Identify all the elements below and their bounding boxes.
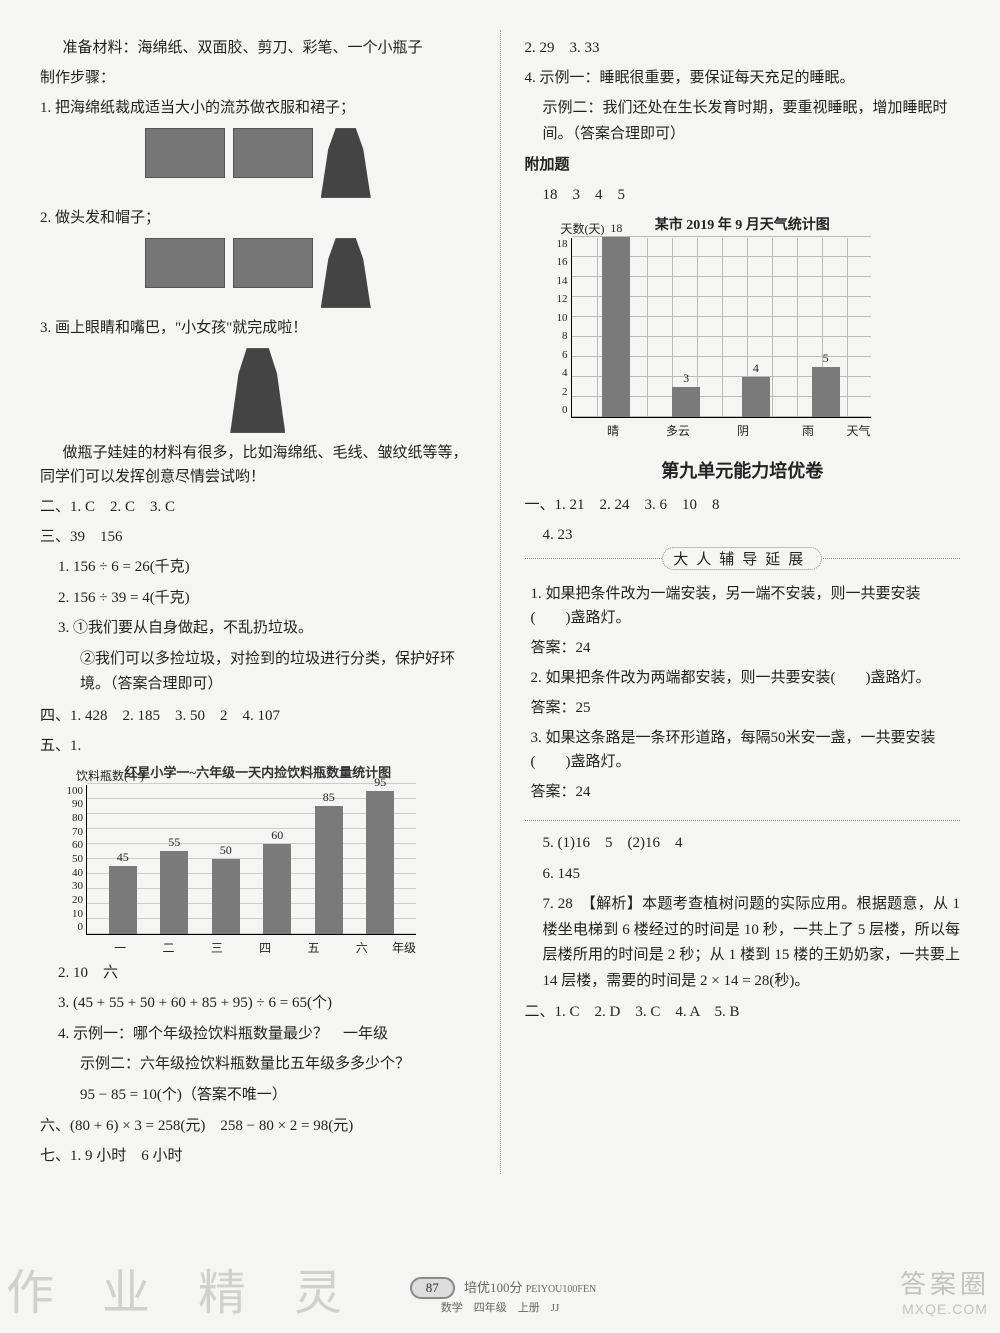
steps-head: 制作步骤：: [40, 66, 476, 90]
answer-q7: 七、1. 9 小时 6 小时: [40, 1144, 476, 1168]
answer-q3-head: 三、39 156: [40, 525, 476, 549]
craft-image: [233, 238, 313, 288]
x-axis-label: 年级: [392, 939, 416, 956]
r-line-2: 4. 示例一：睡眠很重要，要保证每天充足的睡眠。: [525, 66, 961, 90]
bar-value-label: 50: [220, 843, 232, 858]
x-category-label: 五: [307, 939, 319, 956]
u7: 7. 28 【解析】本题考查植树问题的实际应用。根据题意，从 1 楼坐电梯到 6…: [543, 892, 961, 994]
bonus-nums: 18 3 4 5: [543, 183, 961, 209]
step-3: 3. 画上眼睛和嘴巴，"小女孩"就完成啦！: [40, 316, 476, 340]
craft-image: [321, 128, 371, 198]
page-number: 87: [410, 1277, 455, 1299]
tutor-box: 大人辅导延展 1. 如果把条件改为一端安装，另一端不安装，则一共要安装( )盏路…: [525, 558, 961, 821]
answer-q6: 六、(80 + 6) × 3 = 258(元) 258 − 80 × 2 = 9…: [40, 1114, 476, 1138]
step2-images: [40, 238, 476, 308]
chart-bar: 5: [812, 367, 840, 417]
footer-brand: 培优100分: [464, 1280, 523, 1295]
chart-bar: 4: [742, 377, 770, 417]
craft-image: [321, 238, 371, 308]
page-columns: 准备材料：海绵纸、双面胶、剪刀、彩笔、一个小瓶子 制作步骤： 1. 把海绵纸裁成…: [40, 30, 960, 1174]
column-divider: [500, 30, 501, 1174]
chart2-ylabel: 天数(天): [561, 220, 605, 237]
bar-value-label: 60: [271, 828, 283, 843]
step1-images: [40, 128, 476, 198]
u1-4: 4. 23: [543, 523, 961, 549]
r-line-3: 示例二：我们还处在生长发育时期，要重视睡眠，增加睡眠时间。（答案合理即可）: [543, 96, 961, 147]
chart-bar: 95: [366, 791, 394, 934]
unit9-title: 第九单元能力培优卷: [525, 457, 961, 483]
answer-q3-3b: ②我们可以多捡垃圾，对捡到的垃圾进行分类，保护好环境。（答案合理即可）: [80, 647, 476, 698]
watermark-left: 作 业 精 灵: [6, 1253, 360, 1323]
bar-value-label: 95: [374, 775, 386, 790]
x-category-label: 晴: [607, 422, 619, 439]
tutor-2: 2. 如果把条件改为两端都安装，则一共要安装( )盏路灯。: [531, 666, 955, 690]
bar-value-label: 3: [683, 371, 689, 386]
answer-q5-4b: 示例二：六年级捡饮料瓶数量比五年级多多少个？: [80, 1052, 476, 1078]
bar-value-label: 18: [610, 221, 622, 236]
r-line-1: 2. 29 3. 33: [525, 36, 961, 60]
answer-q5-3: 3. (45 + 55 + 50 + 60 + 85 + 95) ÷ 6 = 6…: [58, 991, 476, 1017]
chart-bar: 50: [212, 859, 240, 934]
u6: 6. 145: [543, 862, 961, 888]
answer-q4: 四、1. 428 2. 185 3. 50 2 4. 107: [40, 704, 476, 728]
x-category-label: 一: [114, 939, 126, 956]
right-column: 2. 29 3. 33 4. 示例一：睡眠很重要，要保证每天充足的睡眠。 示例二…: [525, 30, 961, 1174]
bonus-head: 附加题: [525, 153, 961, 177]
x-category-label: 六: [356, 939, 368, 956]
left-column: 准备材料：海绵纸、双面胶、剪刀、彩笔、一个小瓶子 制作步骤： 1. 把海绵纸裁成…: [40, 30, 476, 1174]
chart-bar: 55: [160, 851, 188, 934]
step-1: 1. 把海绵纸裁成适当大小的流苏做衣服和裙子；: [40, 96, 476, 120]
tutor-3a: 答案：24: [531, 780, 955, 804]
answer-q5-4a: 4. 示例一：哪个年级捡饮料瓶数量最少？ 一年级: [58, 1022, 476, 1048]
craft-image: [145, 128, 225, 178]
u2: 二、1. C 2. D 3. C 4. A 5. B: [525, 1000, 961, 1024]
chart-bar: 3: [672, 387, 700, 417]
craft-image: [145, 238, 225, 288]
answer-q5-2: 2. 10 六: [58, 961, 476, 987]
tutor-2a: 答案：25: [531, 696, 955, 720]
bar-value-label: 45: [117, 850, 129, 865]
chart-bar: 18: [602, 237, 630, 417]
x-category-label: 二: [162, 939, 174, 956]
bar-value-label: 85: [323, 790, 335, 805]
footer-pinyin: PEIYOU100FEN: [526, 1284, 597, 1295]
watermark-right: 答案圈 MXQE.COM: [900, 1264, 990, 1317]
chart-bar: 45: [109, 866, 137, 934]
tutor-1a: 答案：24: [531, 636, 955, 660]
tutor-title: 大人辅导延展: [662, 547, 822, 570]
bar-value-label: 4: [753, 361, 759, 376]
bar-value-label: 55: [168, 835, 180, 850]
watermark-right-han: 答案圈: [900, 1264, 990, 1301]
materials-line: 准备材料：海绵纸、双面胶、剪刀、彩笔、一个小瓶子: [40, 36, 476, 60]
chart2: 天数(天) 18161412108642018345晴多云阴雨天气: [571, 238, 961, 439]
x-axis-label: 天气: [847, 422, 871, 439]
u5: 5. (1)16 5 (2)16 4: [543, 831, 961, 857]
answer-q5-head: 五、1.: [40, 738, 81, 754]
bar-value-label: 5: [823, 351, 829, 366]
x-category-label: 多云: [666, 422, 690, 439]
footer-sub: 数学 四年级 上册 JJ: [441, 1302, 560, 1314]
answer-q2: 二、1. C 2. C 3. C: [40, 495, 476, 519]
chart-bar: 85: [315, 806, 343, 934]
watermark-right-url: MXQE.COM: [900, 1301, 990, 1317]
step-2: 2. 做头发和帽子；: [40, 206, 476, 230]
chart1-ylabel: 饮料瓶数(个): [76, 767, 144, 784]
step3-images: [40, 348, 476, 433]
chart1: 饮料瓶数(个) 10090807060504030201004555506085…: [86, 785, 476, 956]
u1: 一、1. 21 2. 24 3. 6 10 8: [525, 493, 961, 517]
x-category-label: 四: [259, 939, 271, 956]
craft-tail: 做瓶子娃娃的材料有很多，比如海绵纸、毛线、皱纹纸等等，同学们可以发挥创意尽情尝试…: [40, 441, 476, 489]
x-category-label: 雨: [802, 422, 814, 439]
craft-image: [230, 348, 285, 433]
tutor-1: 1. 如果把条件改为一端安装，另一端不安装，则一共要安装( )盏路灯。: [531, 582, 955, 630]
answer-q3-3a: 3. ①我们要从自身做起，不乱扔垃圾。: [58, 616, 476, 642]
answer-q3-2: 2. 156 ÷ 39 = 4(千克): [58, 586, 476, 612]
chart-bar: 60: [263, 844, 291, 934]
x-category-label: 阴: [737, 422, 749, 439]
tutor-3: 3. 如果这条路是一条环形道路，每隔50米安一盏，一共要安装( )盏路灯。: [531, 726, 955, 774]
answer-q5-4c: 95 − 85 = 10(个)（答案不唯一）: [80, 1083, 476, 1109]
x-category-label: 三: [211, 939, 223, 956]
craft-image: [233, 128, 313, 178]
answer-q3-1: 1. 156 ÷ 6 = 26(千克): [58, 555, 476, 581]
